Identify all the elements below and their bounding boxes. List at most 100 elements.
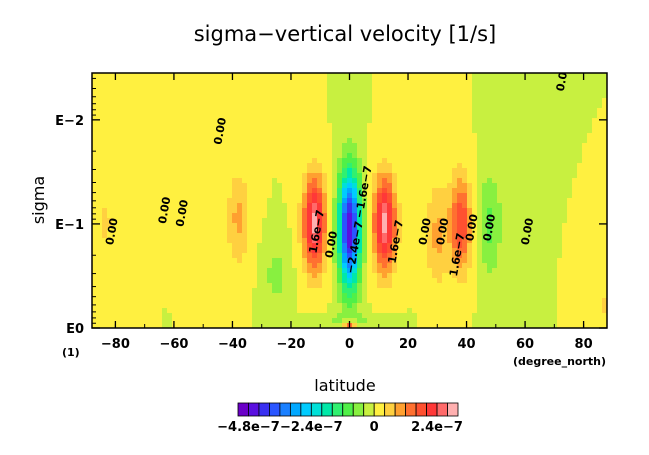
field-cell (207, 78, 213, 84)
field-cell (282, 213, 288, 219)
field-cell (387, 113, 393, 119)
field-cell (357, 193, 363, 199)
field-cell (112, 308, 118, 314)
field-cell (242, 203, 248, 209)
field-cell (127, 113, 133, 119)
field-cell (522, 168, 528, 174)
field-cell (292, 158, 298, 164)
field-cell (427, 193, 433, 199)
field-cell (92, 278, 98, 284)
field-cell (402, 133, 408, 139)
field-cell (477, 318, 483, 324)
field-cell (397, 178, 403, 184)
field-cell (212, 273, 218, 279)
field-cell (452, 193, 458, 199)
field-cell (172, 278, 178, 284)
field-cell (347, 303, 353, 309)
field-cell (422, 213, 428, 219)
field-cell (252, 308, 258, 314)
field-cell (242, 243, 248, 249)
field-cell (292, 78, 298, 84)
field-cell (392, 93, 398, 99)
field-cell (237, 293, 243, 299)
field-cell (387, 193, 393, 199)
field-cell (407, 248, 413, 254)
field-cell (232, 198, 238, 204)
field-cell (332, 73, 338, 79)
field-cell (552, 298, 558, 304)
field-cell (457, 138, 463, 144)
field-cell (127, 238, 133, 244)
field-cell (212, 278, 218, 284)
field-cell (357, 113, 363, 119)
field-cell (397, 308, 403, 314)
field-cell (382, 173, 388, 179)
field-cell (227, 128, 233, 134)
field-cell (227, 93, 233, 99)
field-cell (447, 188, 453, 194)
field-cell (402, 148, 408, 154)
field-cell (362, 88, 368, 94)
field-cell (522, 218, 528, 224)
field-cell (342, 223, 348, 229)
field-cell (192, 233, 198, 239)
field-cell (572, 323, 578, 328)
field-cell (262, 293, 268, 299)
field-cell (267, 93, 273, 99)
field-cell (462, 303, 468, 309)
field-cell (317, 128, 323, 134)
field-cell (222, 83, 228, 89)
field-cell (457, 183, 463, 189)
field-cell (222, 133, 228, 139)
field-cell (282, 113, 288, 119)
field-cell (517, 283, 523, 289)
field-cell (292, 213, 298, 219)
field-cell (332, 308, 338, 314)
field-cell (327, 213, 333, 219)
field-cell (557, 213, 563, 219)
field-cell (147, 273, 153, 279)
field-cell (502, 258, 508, 264)
field-cell (377, 243, 383, 249)
field-cell (172, 73, 178, 79)
field-cell (437, 98, 443, 104)
field-cell (397, 118, 403, 124)
field-cell (127, 323, 133, 328)
field-cell (557, 98, 563, 104)
field-cell (522, 138, 528, 144)
field-cell (552, 293, 558, 299)
field-cell (297, 178, 303, 184)
field-cell (527, 173, 533, 179)
field-cell (217, 323, 223, 328)
field-cell (532, 73, 538, 79)
field-cell (177, 123, 183, 129)
field-cell (567, 143, 573, 149)
field-cell (442, 118, 448, 124)
field-cell (372, 98, 378, 104)
field-cell (377, 143, 383, 149)
field-cell (557, 73, 563, 79)
field-cell (182, 113, 188, 119)
field-cell (392, 293, 398, 299)
field-cell (482, 173, 488, 179)
field-cell (202, 273, 208, 279)
field-cell (392, 188, 398, 194)
field-cell (452, 183, 458, 189)
field-cell (542, 78, 548, 84)
field-cell (547, 113, 553, 119)
field-cell (227, 208, 233, 214)
field-cell (437, 73, 443, 79)
field-cell (237, 298, 243, 304)
field-cell (267, 273, 273, 279)
field-cell (537, 73, 543, 79)
field-cell (202, 103, 208, 109)
field-cell (207, 313, 213, 319)
field-cell (412, 128, 418, 134)
field-cell (352, 318, 358, 324)
field-cell (307, 88, 313, 94)
field-cell (552, 233, 558, 239)
field-cell (207, 258, 213, 264)
field-cell (432, 263, 438, 269)
field-cell (162, 203, 168, 209)
field-cell (447, 213, 453, 219)
